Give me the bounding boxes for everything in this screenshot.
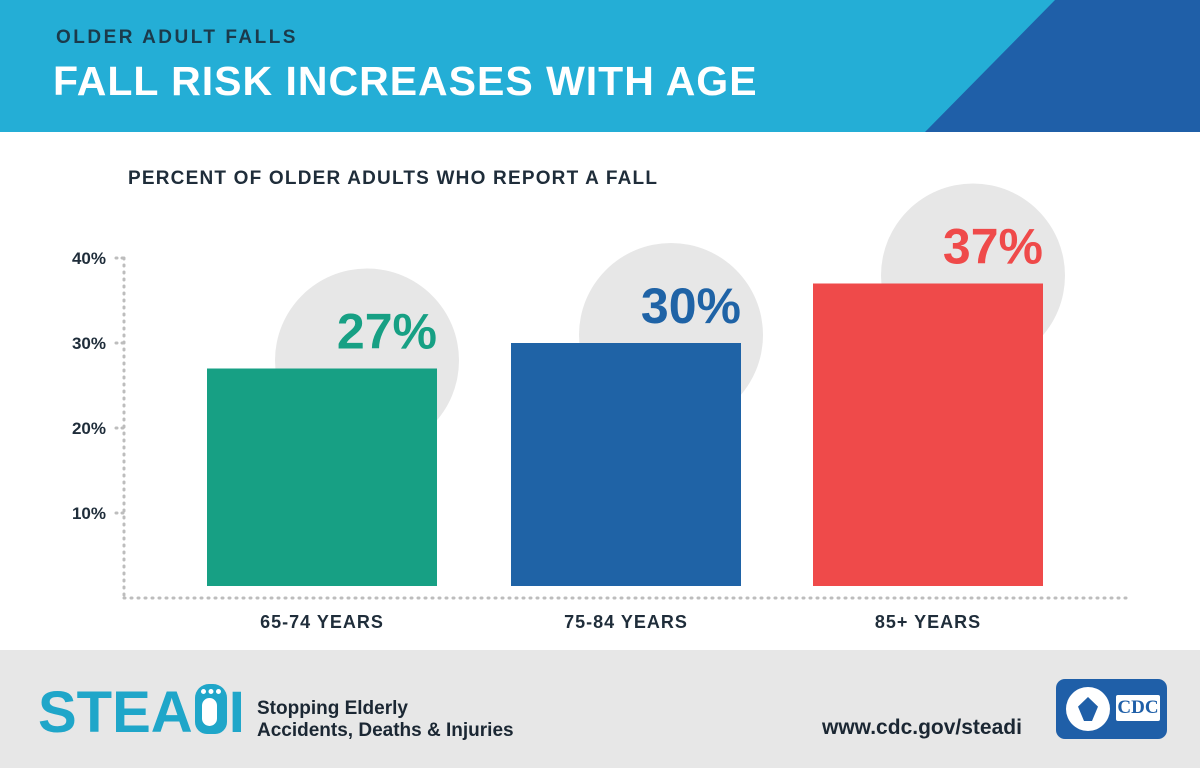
bar <box>511 343 741 586</box>
footprint-icon <box>194 684 227 734</box>
steadi-logo: STEA I <box>38 684 245 742</box>
bar-value-label: 37% <box>943 219 1043 275</box>
steadi-tagline-line2: Accidents, Deaths & Injuries <box>257 720 514 741</box>
bar-value-label: 27% <box>337 304 437 360</box>
x-tick-label: 75-84 YEARS <box>564 612 688 632</box>
header-kicker: OLDER ADULT FALLS <box>56 27 298 48</box>
footer: STEA I Stopping Elderly Accidents, Deaths… <box>0 650 1200 768</box>
bar <box>207 368 437 586</box>
chart-title: PERCENT OF OLDER ADULTS WHO REPORT A FAL… <box>128 168 659 189</box>
header-corner-shape <box>925 0 1200 132</box>
page-title: FALL RISK INCREASES WITH AGE <box>53 58 758 104</box>
cdc-badge-text: CDC <box>1116 695 1160 721</box>
y-tick-label: 20% <box>72 419 106 438</box>
y-tick-label: 30% <box>72 334 106 353</box>
steadi-logo-text-right: I <box>228 680 245 745</box>
cdc-badge: CDC <box>1056 679 1167 739</box>
x-tick-label: 65-74 YEARS <box>260 612 384 632</box>
x-tick-label: 85+ YEARS <box>875 612 981 632</box>
bar-chart: 27% 65-74 YEARS 30% 75-84 YEARS 37% 85+ YEARS… <box>72 183 1130 632</box>
website-url[interactable]: www.cdc.gov/steadi <box>822 716 1022 739</box>
steadi-tagline-line1: Stopping Elderly <box>257 698 408 719</box>
hhs-eagle-icon <box>1066 687 1110 731</box>
bar <box>813 283 1043 586</box>
y-tick-label: 10% <box>72 504 106 523</box>
bar-value-label: 30% <box>641 278 741 334</box>
steadi-logo-text-left: STEA <box>38 680 193 745</box>
steadi-tagline: Stopping Elderly Accidents, Deaths & Inj… <box>257 698 514 742</box>
y-tick-label: 40% <box>72 249 106 268</box>
header-banner: OLDER ADULT FALLS FALL RISK INCREASES WI… <box>0 0 1200 132</box>
